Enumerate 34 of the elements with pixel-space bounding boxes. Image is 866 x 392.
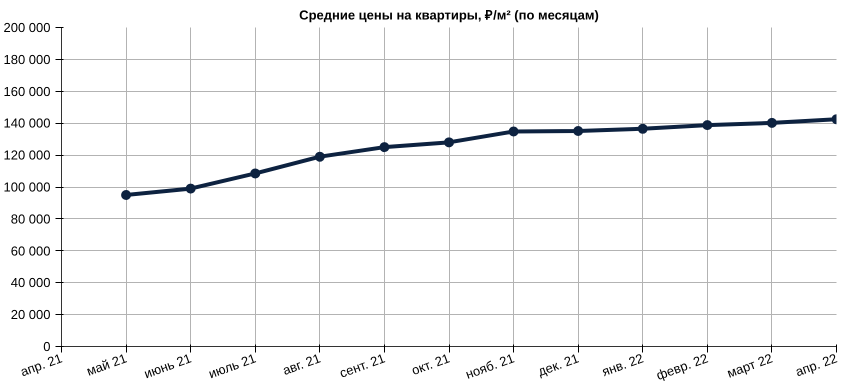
point	[573, 126, 584, 136]
point	[379, 142, 390, 152]
y-tick-label: 140 000	[4, 116, 51, 131]
x-tick-label: июнь 21	[142, 350, 194, 382]
x-tick-label: апр. 22	[793, 350, 840, 380]
point	[638, 124, 648, 134]
x-tick-label: сент. 21	[338, 350, 387, 381]
x-tick-label: окт. 21	[410, 350, 452, 378]
y-tick-label: 100 000	[4, 180, 51, 194]
x-tick-label: июль 21	[206, 350, 258, 382]
point	[250, 168, 260, 178]
x-tick-label: дек. 21	[536, 350, 581, 379]
point	[444, 137, 454, 148]
y-tick-label: 160 000	[4, 84, 51, 99]
chart-title: Средние цены на квартиры, ₽/м² (по месяцам)	[299, 8, 599, 22]
y-tick-label: 80 000	[10, 211, 51, 226]
x-tick-label: март 22	[725, 350, 774, 381]
y-tick-label: 40 000	[10, 275, 51, 290]
x-tick-label: февр. 22	[654, 350, 710, 383]
point	[314, 152, 325, 162]
y-tick-label: 60 000	[10, 243, 51, 258]
y-tick-label: 180 000	[4, 52, 51, 67]
point	[766, 118, 777, 128]
y-tick-label: 20 000	[10, 307, 51, 322]
point	[508, 126, 519, 136]
point	[121, 190, 132, 200]
x-tick-label: авг. 21	[280, 350, 322, 378]
x-tick-label: янв. 22	[600, 350, 646, 380]
point	[702, 120, 712, 130]
y-tick-label: 200 000	[4, 20, 51, 35]
y-tick-label: 120 000	[4, 148, 51, 163]
x-tick-label: нояб. 21	[463, 350, 516, 382]
point	[186, 184, 196, 194]
x-tick-label: май 21	[84, 350, 129, 379]
